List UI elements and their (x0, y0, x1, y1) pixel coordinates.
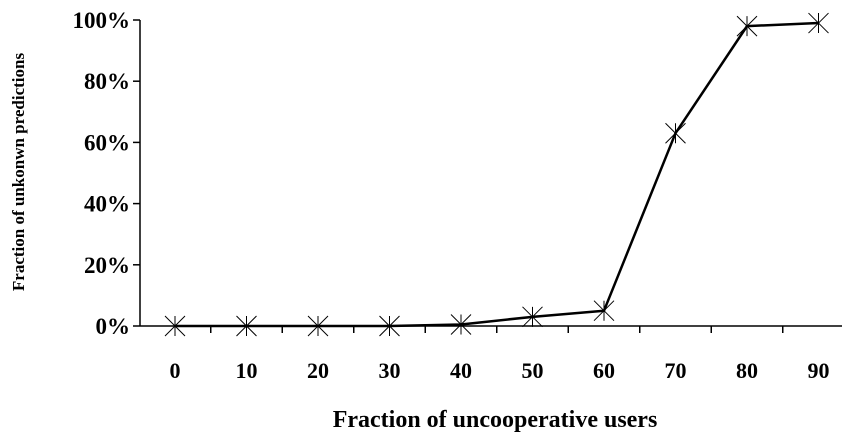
data-point-marker (736, 15, 758, 37)
x-tick-label: 0 (170, 358, 181, 383)
x-tick-label: 20 (307, 358, 329, 383)
x-tick-label: 30 (379, 358, 401, 383)
y-tick-label: 40% (84, 192, 130, 217)
data-point-marker (379, 315, 400, 337)
y-tick-label: 60% (84, 130, 130, 155)
x-tick-label: 40 (450, 358, 472, 383)
y-tick-label: 80% (84, 69, 130, 94)
y-tick-label: 0% (96, 314, 131, 339)
x-tick-label: 70 (665, 358, 687, 383)
series-line (175, 21, 819, 328)
y-axis-title: Fraction of unkonwn predictions (9, 53, 28, 292)
x-axis-title: Fraction of uncooperative users (333, 407, 658, 433)
y-ticks: 0% 20% 40% 60% 80% 100% (73, 8, 140, 339)
x-tick-label: 90 (808, 358, 830, 383)
data-point-marker (522, 306, 543, 328)
x-ticks: 0 10 20 30 40 50 60 70 80 90 (170, 326, 830, 383)
data-point-marker (593, 300, 615, 322)
x-tick-label: 50 (522, 358, 544, 383)
data-point-marker (665, 122, 686, 144)
data-point-marker (450, 314, 472, 335)
x-tick-label: 60 (593, 358, 615, 383)
data-point-marker (808, 12, 829, 34)
data-point-marker (307, 315, 329, 337)
y-tick-label: 20% (84, 253, 130, 278)
axes (139, 20, 842, 327)
data-point-marker (164, 315, 186, 337)
y-tick-label: 100% (73, 8, 131, 33)
data-point-marker (236, 315, 257, 337)
x-tick-label: 80 (736, 358, 758, 383)
series (164, 12, 829, 337)
x-tick-label: 10 (236, 358, 258, 383)
